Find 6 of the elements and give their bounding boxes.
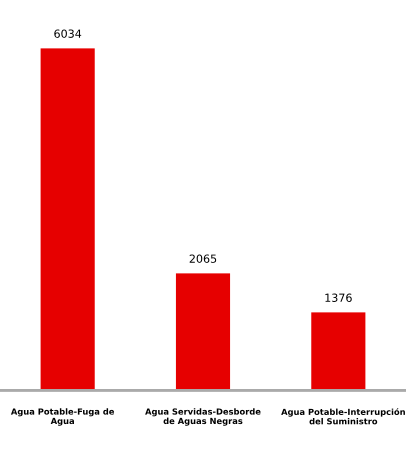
data-label: 6034 bbox=[54, 29, 82, 38]
data-label: 2065 bbox=[190, 254, 216, 263]
x-tick-label: Agua Servidas-Desborde de Aguas Negras bbox=[145, 408, 261, 426]
data-label: 1376 bbox=[325, 294, 352, 302]
x-tick-label: Agua Potable-Interrupción del Suministro bbox=[281, 408, 405, 424]
x-tick-label: Agua Potable-Fuga de Agua bbox=[10, 408, 114, 426]
